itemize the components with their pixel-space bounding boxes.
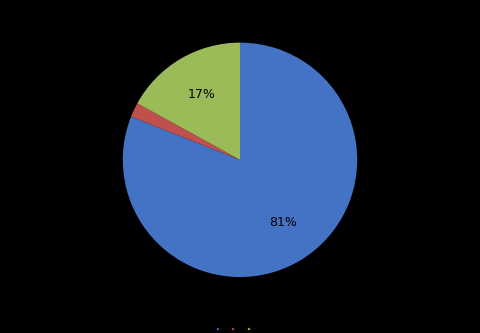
Wedge shape [137,43,240,160]
Text: 17%: 17% [187,88,215,101]
Wedge shape [131,103,240,160]
Wedge shape [123,43,357,277]
Text: 81%: 81% [269,216,297,229]
Legend: Wages & Salaries, Employee Benefits, Operating Expenses: Wages & Salaries, Employee Benefits, Ope… [216,327,264,329]
